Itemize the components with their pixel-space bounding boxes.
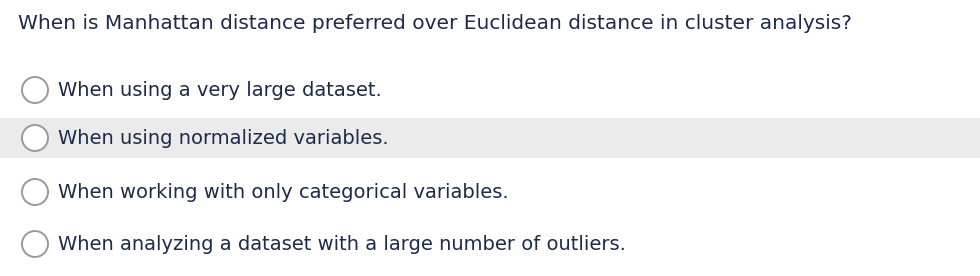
Circle shape: [22, 231, 48, 257]
Text: When working with only categorical variables.: When working with only categorical varia…: [58, 182, 509, 201]
Text: When using normalized variables.: When using normalized variables.: [58, 129, 389, 147]
Text: When using a very large dataset.: When using a very large dataset.: [58, 81, 382, 100]
Text: When analyzing a dataset with a large number of outliers.: When analyzing a dataset with a large nu…: [58, 235, 626, 253]
Circle shape: [22, 125, 48, 151]
Bar: [0, 118, 980, 158]
Text: When is Manhattan distance preferred over Euclidean distance in cluster analysis: When is Manhattan distance preferred ove…: [18, 14, 852, 33]
Circle shape: [22, 179, 48, 205]
Circle shape: [22, 77, 48, 103]
